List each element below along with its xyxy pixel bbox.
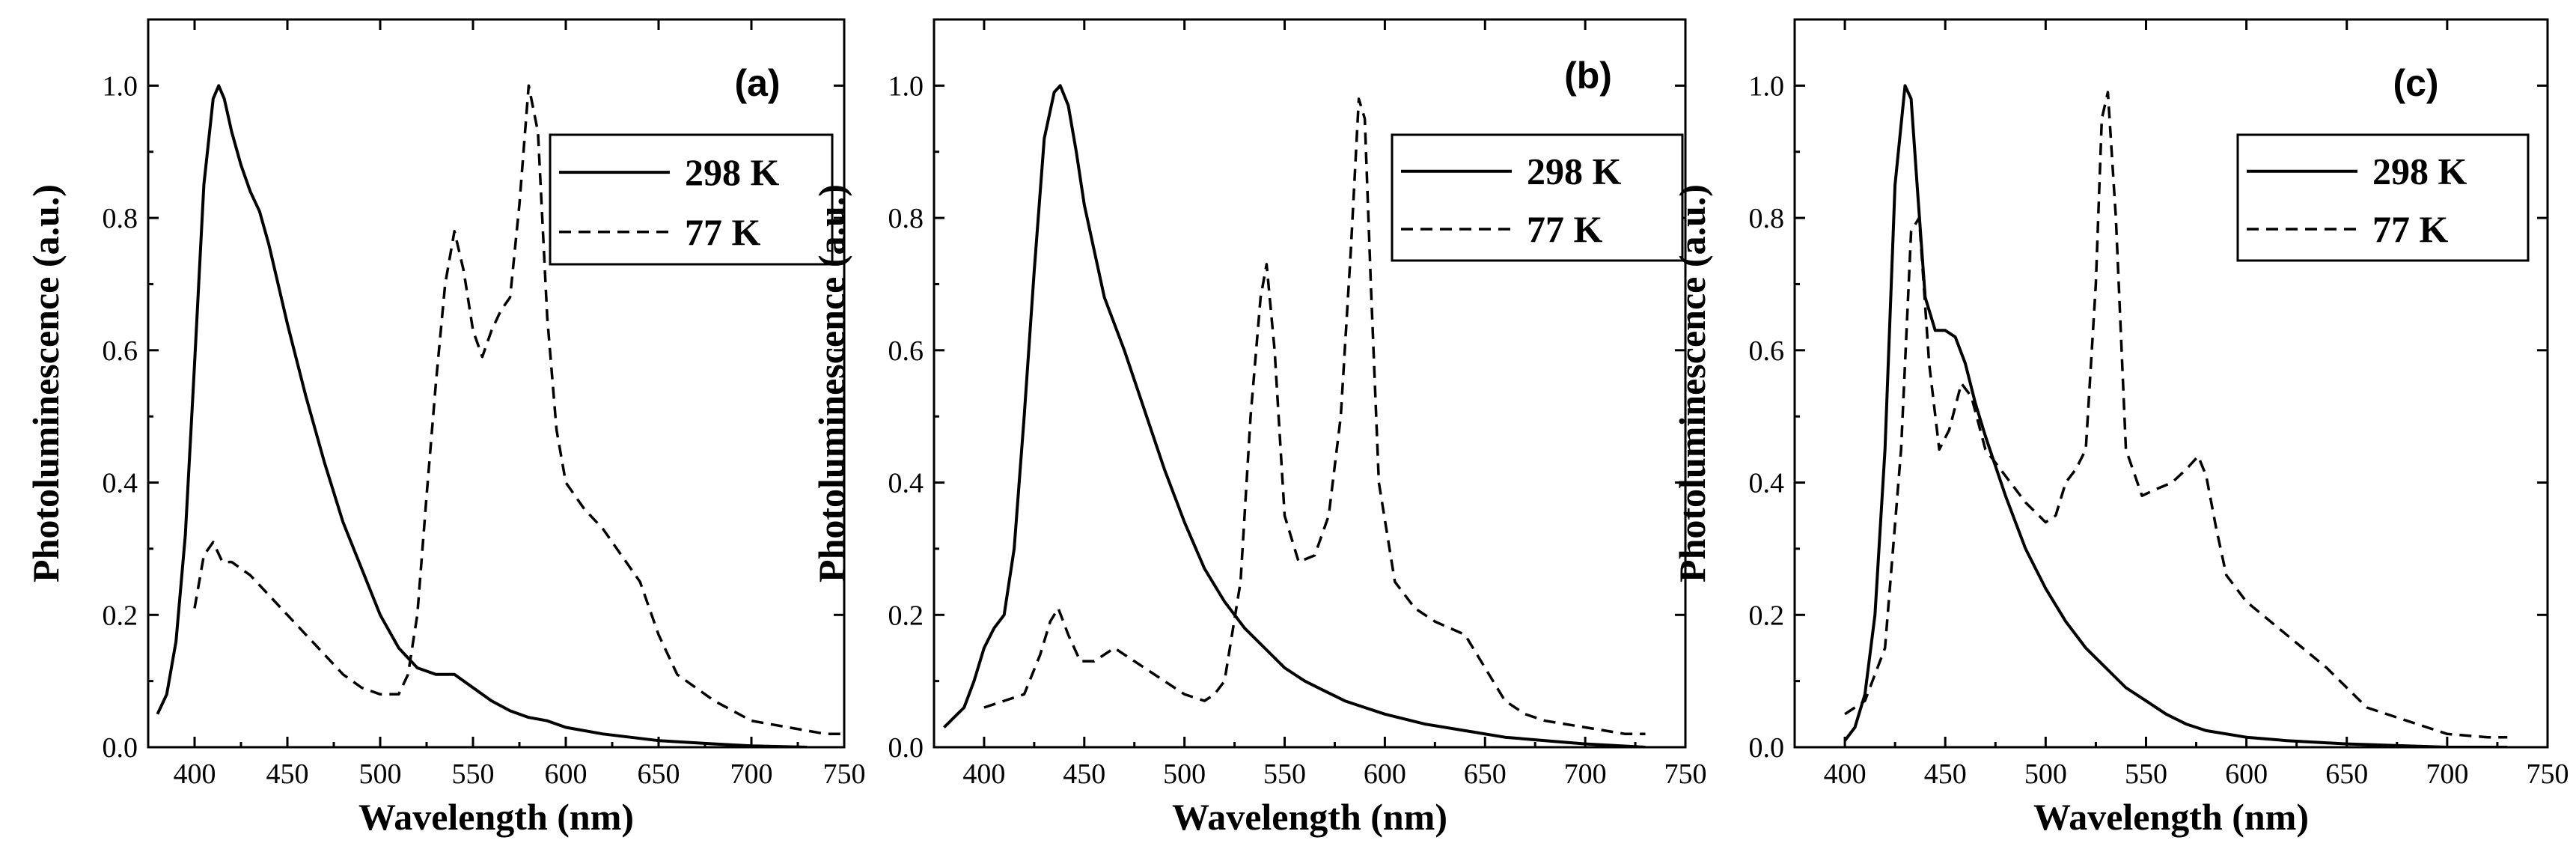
y-axis-title: Photoluminescence (a.u.) xyxy=(25,184,67,582)
series-line-77k xyxy=(1844,91,2508,739)
x-tick-label: 450 xyxy=(1924,758,1967,790)
chart-panel-c: 400 450 500 550 600 650 700 750 0.0 0.2 0.4 0.6 0.8 1… xyxy=(1671,18,2569,838)
x-tick-label: 700 xyxy=(730,758,773,790)
x-tick-label: 600 xyxy=(1364,758,1406,790)
y-tick-label: 0.4 xyxy=(1749,468,1785,499)
series-line-77k xyxy=(983,97,1646,736)
x-tick-label: 550 xyxy=(452,758,495,790)
y-tick-label: 0.0 xyxy=(888,732,924,764)
chart-panel-b: 400 450 500 550 600 650 700 750 0.0 0.2 0.4 0.6 0.8 1… xyxy=(811,18,1707,838)
legend-label: 298 K xyxy=(685,151,780,193)
x-tick-label: 450 xyxy=(1063,758,1105,790)
x-tick-label: 750 xyxy=(2527,758,2569,790)
y-axis-title: Photoluminescence (a.u.) xyxy=(811,184,852,582)
y-tick-label: 0.8 xyxy=(888,203,924,234)
x-tick-label: 700 xyxy=(2426,758,2468,790)
series-line-77k xyxy=(193,84,844,736)
plot-frame xyxy=(1793,18,2549,749)
y-tick-label: 1.0 xyxy=(888,70,924,102)
legend-label: 77 K xyxy=(685,211,761,253)
x-tick-label: 650 xyxy=(638,758,680,790)
x-tick-label: 650 xyxy=(2325,758,2368,790)
x-tick-label: 600 xyxy=(2225,758,2268,790)
x-tick-label: 400 xyxy=(962,758,1005,790)
x-axis-title: Wavelength (nm) xyxy=(2033,796,2309,838)
series-line-298k xyxy=(1843,84,2508,747)
x-tick-label: 550 xyxy=(2125,758,2167,790)
y-tick-label: 0.4 xyxy=(103,468,138,499)
y-tick-label: 1.0 xyxy=(1749,70,1785,102)
x-tick-label: 700 xyxy=(1564,758,1607,790)
x-axis-title: Wavelength (nm) xyxy=(358,796,634,838)
x-tick-label: 750 xyxy=(823,758,866,790)
x-tick-label: 650 xyxy=(1464,758,1507,790)
x-axis-title: Wavelength (nm) xyxy=(1172,796,1447,838)
x-tick-label: 600 xyxy=(545,758,587,790)
legend: 298 K 77 K xyxy=(1391,133,1684,262)
legend-box xyxy=(2236,133,2530,262)
legend-box xyxy=(1391,133,1684,262)
panel-label: (a) xyxy=(734,62,780,104)
plot-frame xyxy=(147,18,846,749)
x-tick-label: 500 xyxy=(2024,758,2067,790)
legend-label: 77 K xyxy=(2372,208,2449,250)
panel-label: (c) xyxy=(2393,62,2438,104)
y-tick-label: 0.8 xyxy=(1749,203,1785,234)
y-tick-label: 0.6 xyxy=(103,335,138,367)
y-tick-label: 0.8 xyxy=(103,203,138,234)
x-tick-label: 400 xyxy=(1824,758,1867,790)
series-line-298k xyxy=(156,84,808,747)
legend-label: 77 K xyxy=(1527,208,1603,250)
legend-label: 298 K xyxy=(2372,150,2467,192)
legend-box xyxy=(549,133,834,266)
legend: 298 K 77 K xyxy=(549,133,834,266)
y-tick-label: 0.4 xyxy=(888,468,924,499)
x-tick-label: 750 xyxy=(1664,758,1707,790)
x-tick-label: 500 xyxy=(359,758,402,790)
plot-frame xyxy=(933,18,1687,749)
y-tick-label: 0.6 xyxy=(1749,335,1785,367)
y-tick-label: 0.0 xyxy=(103,732,138,764)
y-tick-label: 0.6 xyxy=(888,335,924,367)
legend-label: 298 K xyxy=(1527,150,1622,192)
x-tick-label: 450 xyxy=(266,758,309,790)
x-tick-label: 400 xyxy=(174,758,216,790)
y-axis-title: Photoluminescence (a.u.) xyxy=(1671,184,1713,582)
legend: 298 K 77 K xyxy=(2236,133,2530,262)
y-tick-label: 1.0 xyxy=(103,70,138,102)
y-tick-label: 0.2 xyxy=(1749,600,1785,631)
y-tick-label: 0.2 xyxy=(888,600,924,631)
x-tick-label: 550 xyxy=(1263,758,1306,790)
y-tick-label: 0.0 xyxy=(1749,732,1785,764)
x-tick-label: 500 xyxy=(1163,758,1206,790)
panel-label: (b) xyxy=(1564,55,1612,97)
y-tick-label: 0.2 xyxy=(103,600,138,631)
chart-panel-a: 400 450 500 550 600 650 700 750 0.0 0.2 0.4 0.6 0.8 1… xyxy=(25,18,866,838)
series-line-298k xyxy=(942,84,1646,747)
